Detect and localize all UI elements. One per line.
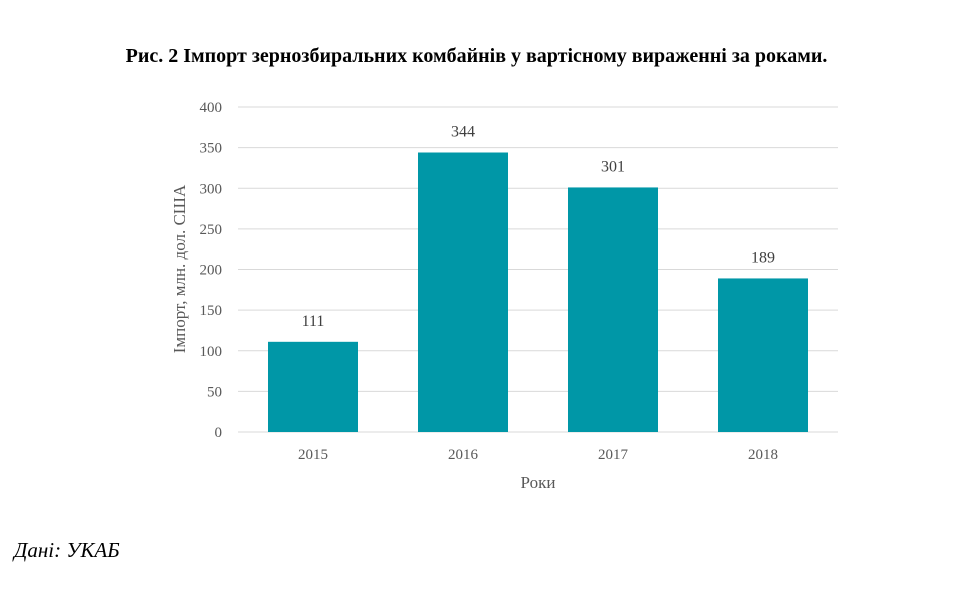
y-tick-label: 0 — [215, 425, 223, 441]
y-axis-ticks: 0 50 100 150 200 250 300 350 400 — [200, 100, 223, 441]
bar-2015 — [268, 341, 358, 432]
y-tick-label: 400 — [200, 100, 223, 116]
y-tick-label: 350 — [200, 141, 223, 157]
bar-2016 — [418, 152, 508, 432]
x-axis-ticks: 2015 2016 2017 2018 — [298, 447, 778, 463]
y-tick-label: 100 — [200, 344, 223, 360]
y-axis-title: Імпорт, млн. дол. США — [170, 184, 189, 353]
bar-2018 — [718, 278, 808, 432]
data-label-2015: 111 — [302, 313, 325, 330]
data-source: Дані: УКАБ — [14, 538, 120, 562]
y-tick-label: 200 — [200, 263, 223, 279]
y-tick-label: 50 — [207, 384, 222, 400]
x-tick-label-2016: 2016 — [448, 447, 479, 463]
x-tick-label-2017: 2017 — [598, 447, 629, 463]
bars — [268, 152, 808, 432]
bar-2017 — [568, 187, 658, 432]
y-tick-label: 150 — [200, 303, 223, 319]
data-label-2018: 189 — [751, 249, 775, 266]
x-tick-label-2018: 2018 — [748, 447, 778, 463]
data-labels: 111 344 301 189 — [302, 124, 775, 330]
y-tick-label: 250 — [200, 222, 223, 238]
x-axis-title: Роки — [521, 473, 556, 492]
x-tick-label-2015: 2015 — [298, 447, 328, 463]
data-label-2016: 344 — [451, 124, 475, 141]
y-tick-label: 300 — [200, 181, 223, 197]
chart-title: Рис. 2 Імпорт зернозбиральних комбайнів … — [125, 45, 828, 67]
data-label-2017: 301 — [601, 158, 625, 175]
